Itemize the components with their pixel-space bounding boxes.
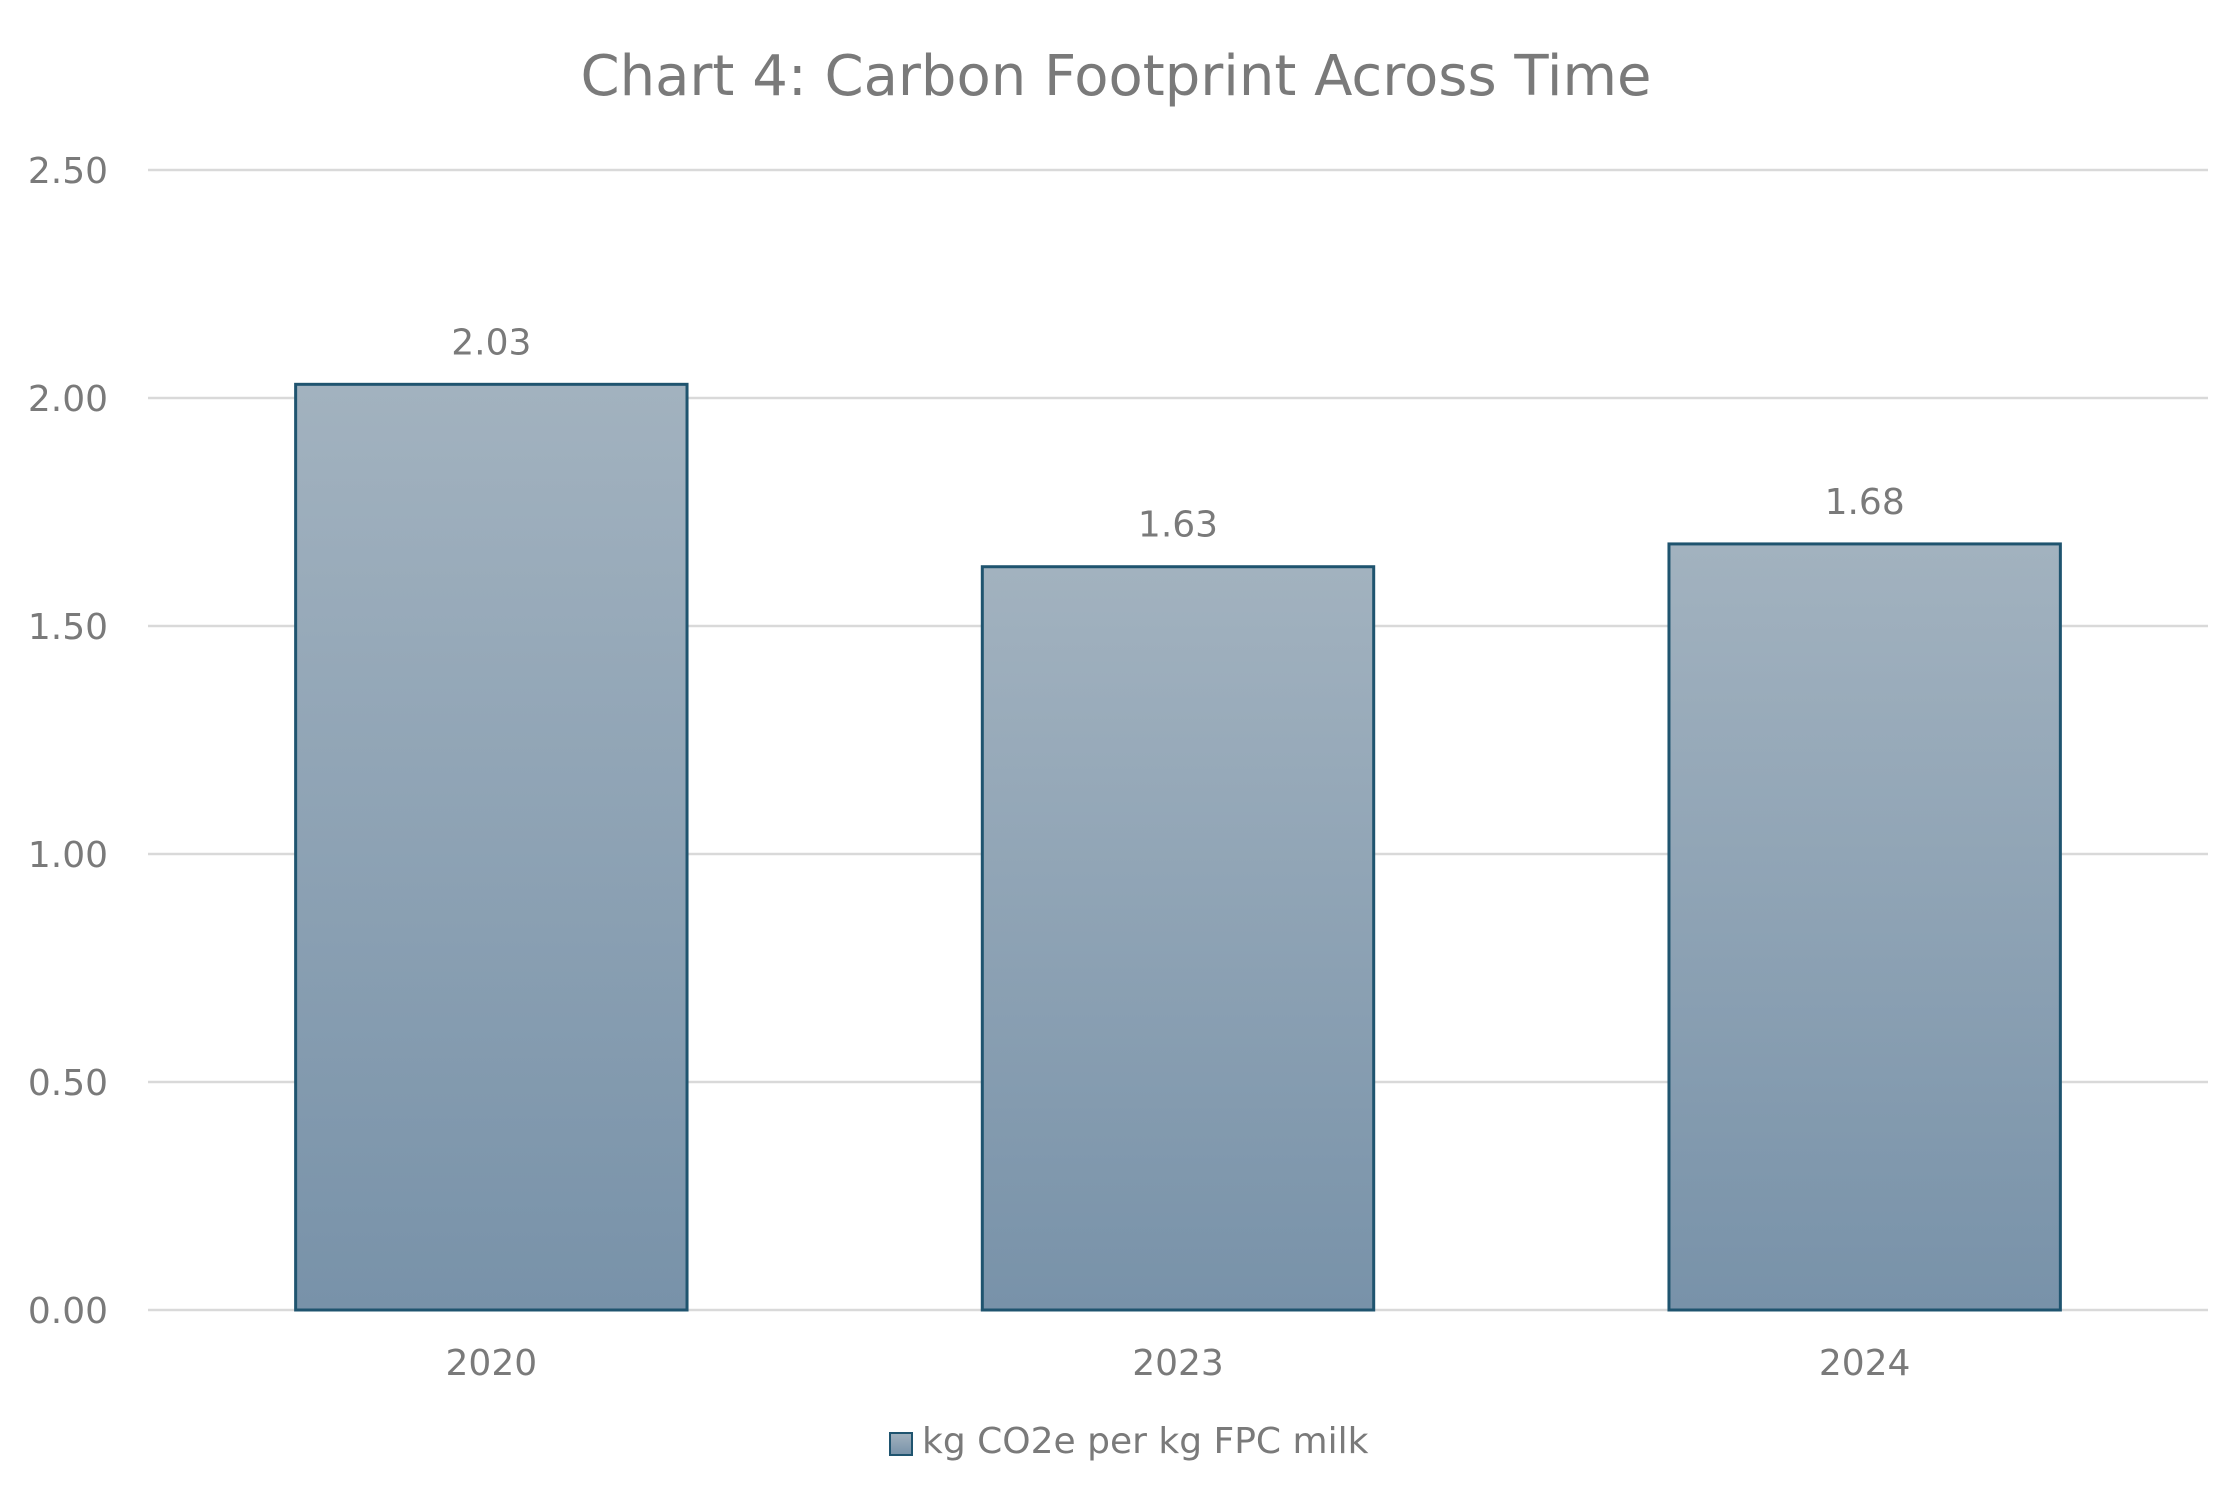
x-tick-label-2020: 2020 bbox=[446, 1343, 538, 1384]
legend-label: kg CO2e per kg FPC milk bbox=[922, 1421, 1369, 1462]
y-tick-label: 2.50 bbox=[28, 151, 108, 192]
y-tick-label: 1.50 bbox=[28, 607, 108, 648]
y-tick-label: 0.50 bbox=[28, 1063, 108, 1104]
bar-2023 bbox=[980, 565, 1376, 1312]
data-labels: 2.03 1.63 1.68 bbox=[451, 322, 1904, 545]
y-tick-label: 2.00 bbox=[28, 379, 108, 420]
legend: kg CO2e per kg FPC milk bbox=[889, 1421, 1369, 1462]
legend-swatch bbox=[889, 1432, 913, 1456]
y-axis-tick-labels: 0.00 0.50 1.00 1.50 2.00 2.50 bbox=[28, 151, 108, 1332]
data-label-2024: 1.68 bbox=[1825, 482, 1905, 523]
x-tick-label-2023: 2023 bbox=[1132, 1343, 1224, 1384]
data-label-2023: 1.63 bbox=[1138, 505, 1218, 546]
y-tick-label: 1.00 bbox=[28, 835, 108, 876]
bars bbox=[294, 382, 2062, 1312]
x-axis-tick-labels: 2020 2023 2024 bbox=[446, 1343, 1911, 1384]
bar-2020 bbox=[294, 382, 689, 1312]
chart-title: Chart 4: Carbon Footprint Across Time bbox=[581, 44, 1652, 109]
x-tick-label-2024: 2024 bbox=[1819, 1343, 1911, 1384]
data-label-2020: 2.03 bbox=[451, 322, 531, 363]
bar-2024 bbox=[1667, 542, 2062, 1312]
y-tick-label: 0.00 bbox=[28, 1291, 108, 1332]
